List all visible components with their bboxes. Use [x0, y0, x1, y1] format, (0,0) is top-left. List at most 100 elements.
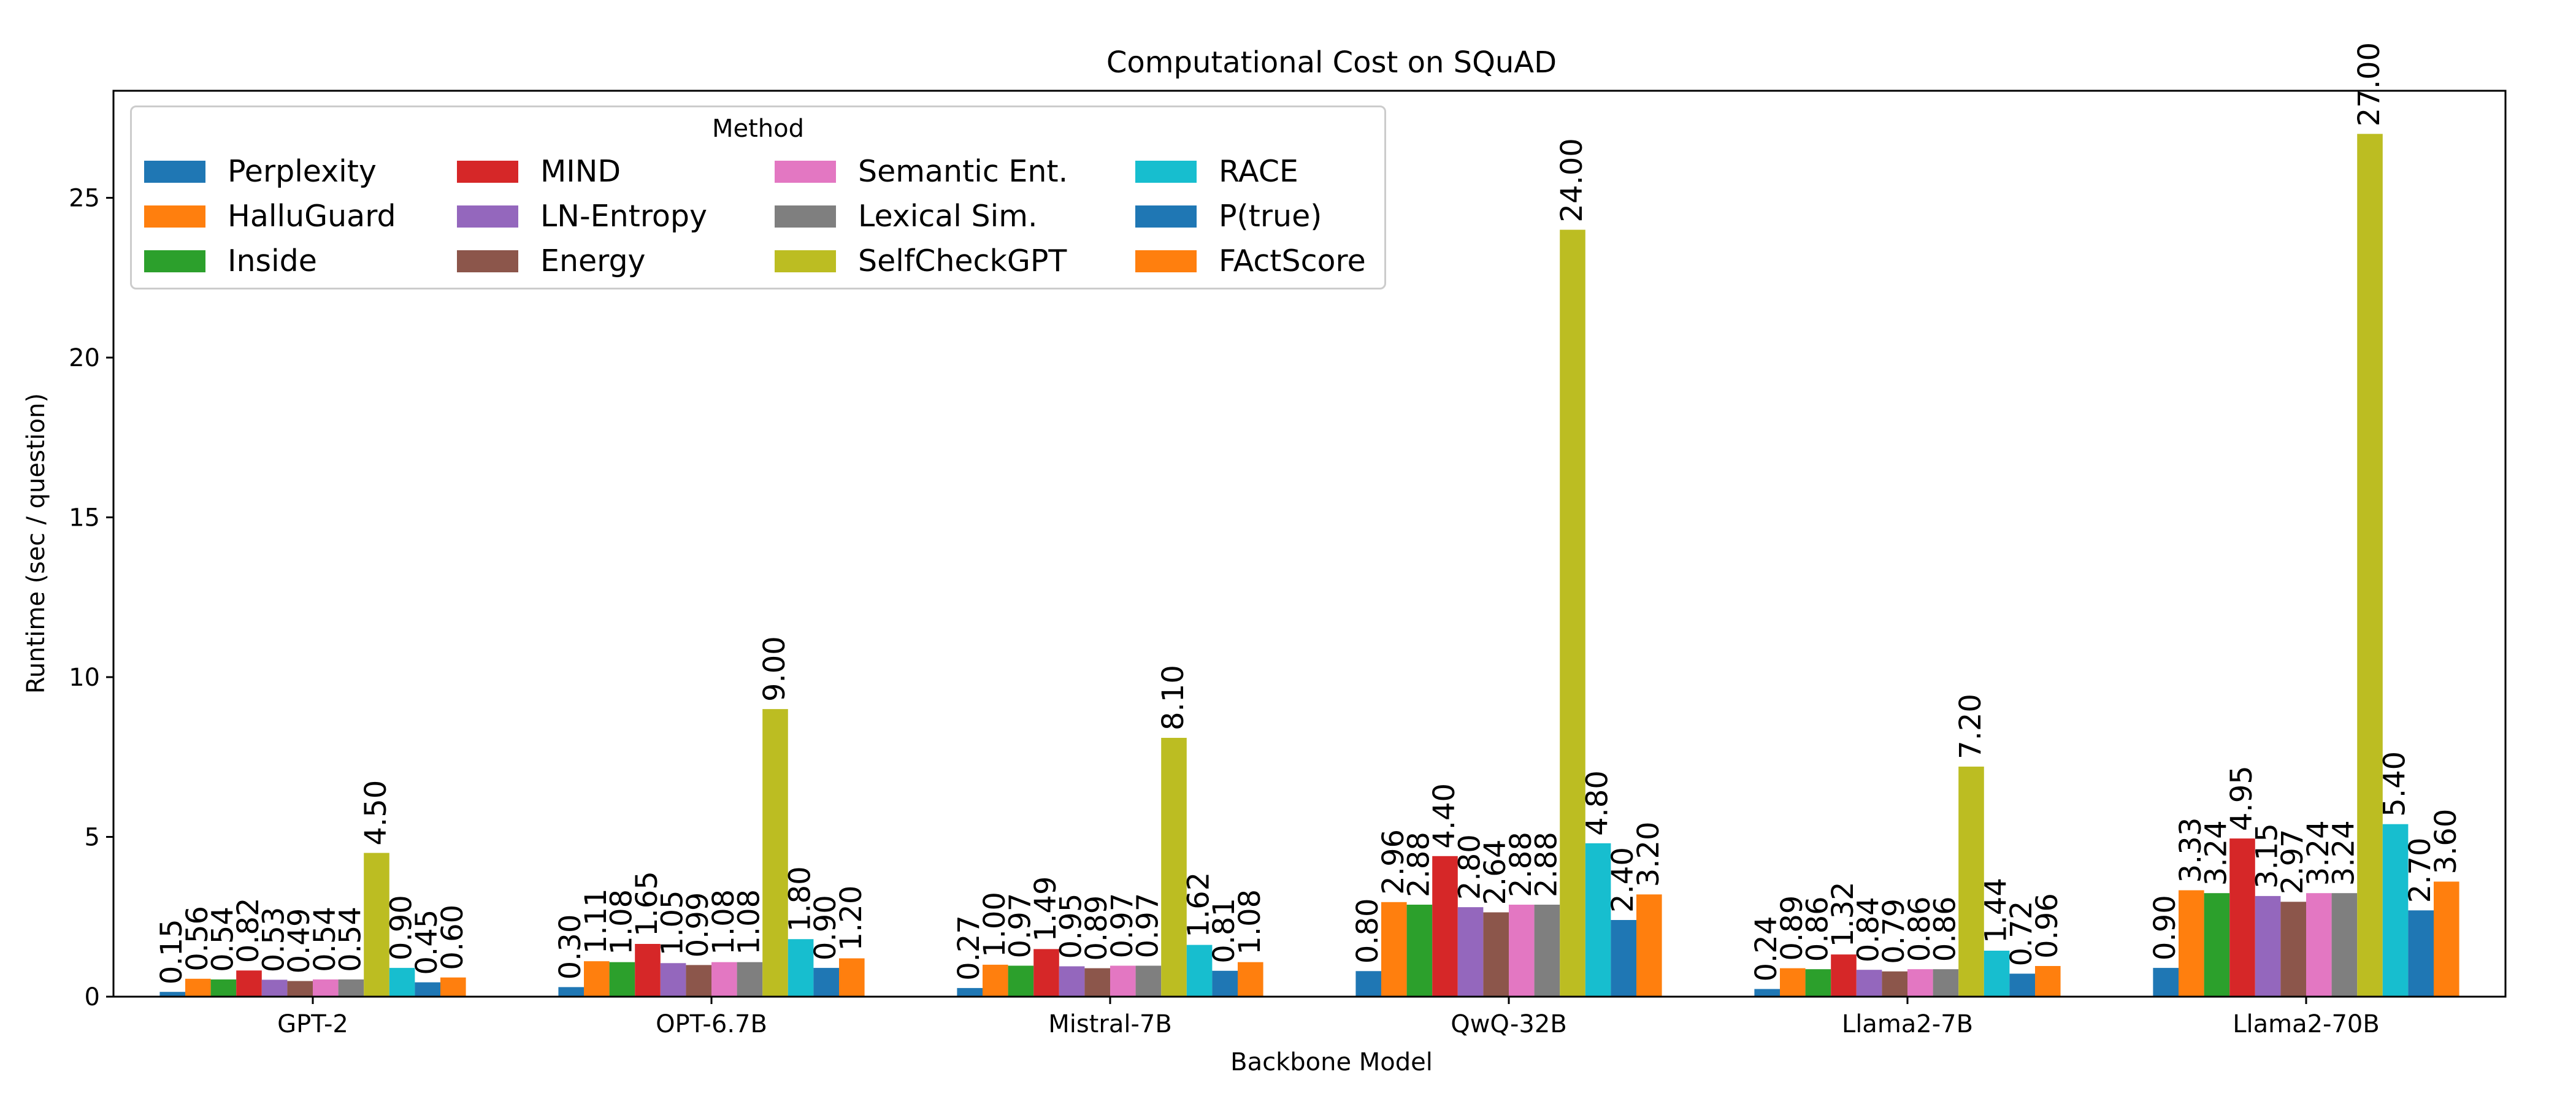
- x-tick-label: GPT-2: [277, 1010, 348, 1038]
- bar-value-label: 2.88: [1529, 832, 1563, 897]
- legend-item: Lexical Sim.: [775, 194, 1135, 239]
- x-tick-label: OPT-6.7B: [656, 1010, 767, 1038]
- bar-value-label: 0.97: [1003, 893, 1037, 959]
- x-axis-label: Backbone Model: [1230, 1048, 1433, 1076]
- bar-value-label: 24.00: [1555, 138, 1589, 222]
- bar: [2229, 838, 2255, 997]
- legend-item: LN-Entropy: [457, 194, 775, 239]
- bar: [1238, 962, 1263, 997]
- bar-value-label: 0.80: [1351, 898, 1385, 964]
- bar: [1882, 971, 1907, 997]
- legend-swatch: [457, 160, 518, 183]
- bar: [236, 970, 262, 997]
- bar-value-label: 0.45: [410, 910, 444, 975]
- bar-value-label: 0.86: [1800, 896, 1834, 962]
- bar: [609, 962, 635, 997]
- y-tick-label: 20: [69, 344, 100, 372]
- legend-item: Energy: [457, 239, 775, 283]
- legend-swatch: [775, 160, 836, 183]
- bar-value-label: 2.64: [1478, 840, 1512, 905]
- bar-value-label: 3.24: [2326, 820, 2361, 886]
- bar: [1831, 954, 1857, 997]
- bars-layer: [159, 134, 2459, 997]
- bar-value-label: 1.20: [834, 886, 868, 951]
- y-axis-label: Runtime (sec / question): [22, 393, 50, 694]
- bar: [558, 987, 584, 997]
- legend-title: Method: [711, 115, 805, 143]
- bar-value-label: 2.40: [1606, 847, 1640, 913]
- bar: [1457, 907, 1484, 997]
- bar: [839, 958, 865, 997]
- bar-value-label: 0.60: [435, 905, 470, 970]
- bar-value-label: 0.90: [385, 895, 419, 960]
- x-tick-label: Llama2-7B: [1842, 1010, 1973, 1038]
- bar-value-label: 5.40: [2378, 751, 2412, 817]
- bar: [584, 961, 610, 997]
- bar: [1984, 951, 2010, 997]
- x-tick-label: Llama2-70B: [2233, 1010, 2380, 1038]
- bar-value-label: 0.90: [808, 895, 843, 960]
- legend-entries: Perplexity HalluGuard Inside MIND LN-Entropy…: [144, 149, 1381, 283]
- bar-value-label: 0.54: [333, 907, 367, 972]
- bar: [1780, 968, 1806, 997]
- bar-value-label: 4.80: [1581, 770, 1615, 836]
- bar: [1084, 968, 1110, 997]
- bar: [1856, 970, 1882, 997]
- legend-item: RACE: [1135, 149, 1381, 194]
- bar: [1381, 902, 1407, 997]
- legend-swatch: [1135, 160, 1197, 183]
- bar: [338, 979, 364, 997]
- legend: Method Perplexity HalluGuard Inside MIND LN-…: [130, 105, 1386, 289]
- bar: [737, 962, 763, 997]
- bar: [287, 981, 313, 997]
- bar: [261, 979, 288, 997]
- x-tick-label: Mistral-7B: [1048, 1010, 1172, 1038]
- bar-value-label: 1.49: [1029, 876, 1063, 942]
- bar: [1805, 969, 1831, 997]
- bar: [1958, 766, 1984, 997]
- bar-value-label: 0.72: [2004, 901, 2039, 967]
- bar-value-label: 3.15: [2250, 823, 2285, 889]
- bar-value-label: 1.08: [707, 889, 741, 955]
- legend-item: P(true): [1135, 194, 1381, 239]
- bar: [1135, 965, 1162, 997]
- legend-item: Perplexity: [144, 149, 457, 194]
- bar: [1611, 920, 1636, 997]
- bar: [2255, 895, 2281, 997]
- bar: [2408, 910, 2434, 997]
- bar: [1432, 856, 1458, 997]
- bar: [1186, 945, 1213, 997]
- bar-value-label: 3.24: [2301, 820, 2336, 886]
- bar-value-label: 3.20: [1631, 821, 1666, 887]
- legend-swatch: [1135, 250, 1197, 272]
- bar: [1008, 965, 1034, 997]
- bar: [2280, 902, 2306, 997]
- bar-value-label: 0.89: [1079, 895, 1114, 961]
- legend-item: Semantic Ent.: [775, 149, 1135, 194]
- bar-value-label: 0.30: [553, 914, 588, 980]
- bar-value-label: 1.08: [604, 889, 638, 955]
- bar: [1754, 989, 1780, 997]
- bar: [957, 987, 983, 997]
- bar: [2009, 973, 2035, 997]
- bar: [1212, 970, 1238, 997]
- legend-item: Inside: [144, 239, 457, 283]
- x-tick-label: QwQ-32B: [1451, 1010, 1567, 1038]
- y-tick-label: 25: [69, 185, 100, 213]
- y-tick-label: 0: [85, 983, 100, 1011]
- legend-label: LN-Entropy: [540, 199, 708, 234]
- bar: [788, 939, 814, 997]
- bar-value-label: 0.96: [2030, 893, 2064, 959]
- bar-value-label: 1.65: [630, 871, 664, 937]
- legend-swatch: [144, 160, 205, 183]
- bar: [2204, 893, 2230, 997]
- legend-swatch: [775, 250, 836, 272]
- bar-value-label: 0.56: [180, 906, 215, 972]
- bar-value-label: 9.00: [757, 636, 792, 702]
- bar: [364, 853, 389, 997]
- bar: [2382, 824, 2409, 997]
- bar-value-label: 0.90: [2148, 895, 2182, 960]
- legend-swatch: [144, 205, 205, 228]
- bar-value-label: 2.88: [1401, 832, 1436, 897]
